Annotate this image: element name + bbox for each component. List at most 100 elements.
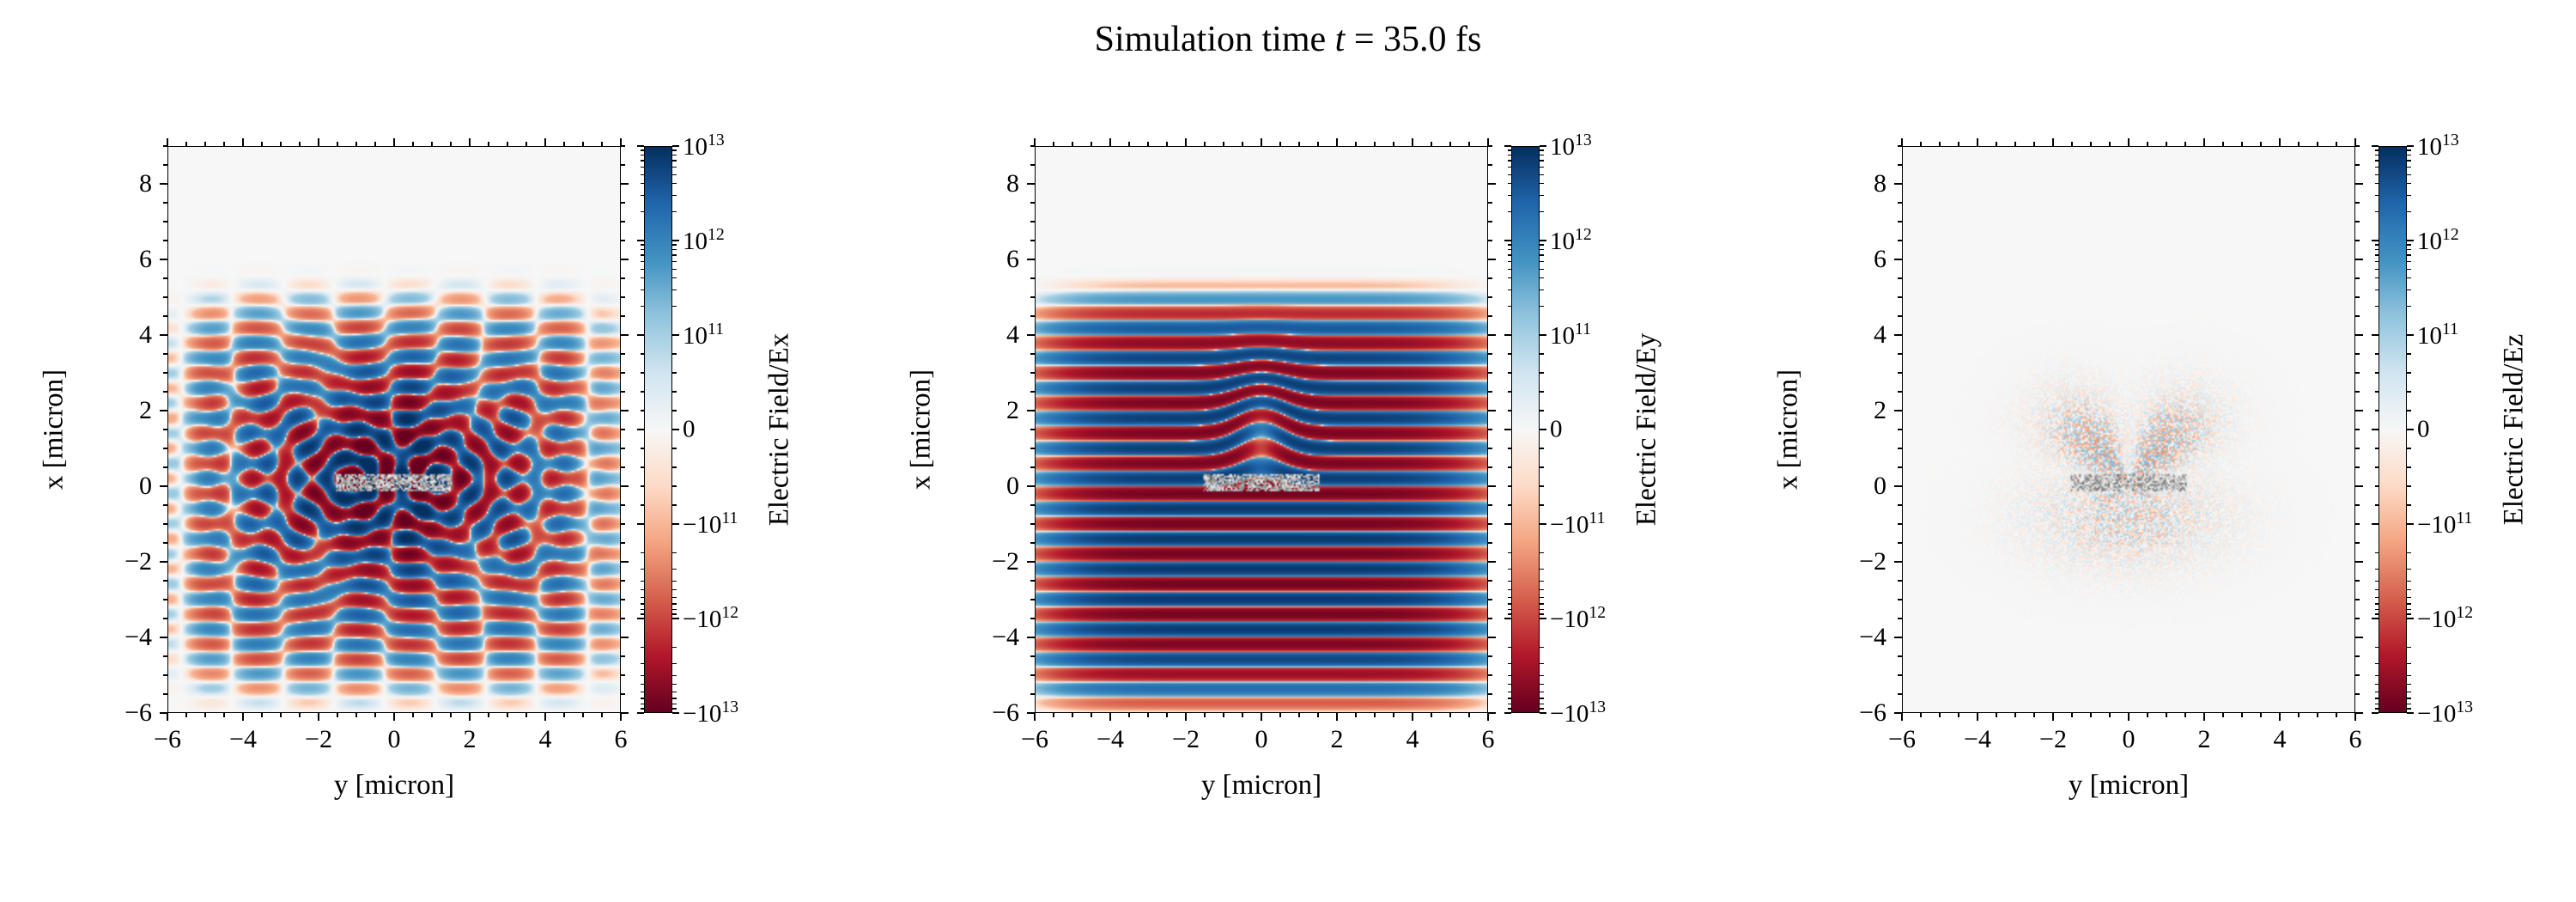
colorbar-minor-tick bbox=[2374, 613, 2379, 615]
colorbar-minor-tick bbox=[1507, 289, 1511, 291]
x-major-tick bbox=[242, 713, 244, 721]
colorbar-minor-tick bbox=[2374, 646, 2379, 648]
colorbar-major-tick bbox=[1540, 334, 1546, 336]
y-minor-tick bbox=[1898, 466, 1902, 468]
y-minor-tick bbox=[1030, 618, 1035, 619]
y-major-tick bbox=[1027, 259, 1035, 260]
x-minor-tick bbox=[582, 142, 584, 146]
y-minor-tick bbox=[621, 542, 625, 544]
colorbar-major-tick bbox=[637, 523, 644, 525]
colorbar-minor-tick bbox=[672, 603, 677, 605]
x-minor-tick bbox=[2109, 142, 2111, 146]
colorbar-major-tick bbox=[1504, 334, 1511, 336]
y-minor-tick bbox=[1488, 202, 1492, 204]
y-minor-tick bbox=[1030, 221, 1035, 222]
colorbar-major-tick bbox=[2372, 240, 2379, 241]
colorbar-minor-tick bbox=[672, 160, 677, 162]
y-minor-tick bbox=[1898, 429, 1902, 430]
y-minor-tick bbox=[163, 240, 167, 241]
x-minor-tick bbox=[2222, 713, 2224, 717]
x-major-tick bbox=[2052, 713, 2054, 721]
colorbar-major-tick bbox=[637, 618, 644, 619]
colorbar-minor-tick bbox=[640, 662, 644, 665]
y-minor-tick bbox=[1030, 296, 1035, 298]
y-major-tick bbox=[1894, 485, 1902, 487]
x-minor-tick bbox=[1393, 713, 1394, 717]
x-major-tick bbox=[1261, 713, 1262, 721]
x-axis-label: y [micron] bbox=[2068, 770, 2190, 801]
x-minor-tick bbox=[204, 142, 206, 146]
colorbar-minor-tick bbox=[1507, 466, 1511, 468]
colorbar-minor-tick bbox=[672, 504, 677, 506]
colorbar-minor-tick bbox=[672, 277, 677, 279]
y-tick-label: 4 bbox=[139, 320, 152, 349]
colorbar-minor-tick bbox=[1540, 613, 1544, 615]
x-major-tick bbox=[2354, 138, 2356, 146]
x-minor-tick bbox=[1468, 713, 1470, 717]
y-minor-tick bbox=[2355, 466, 2360, 468]
y-minor-tick bbox=[1898, 542, 1902, 544]
x-tick-label: −6 bbox=[1888, 725, 1916, 753]
colorbar-minor-tick bbox=[2374, 589, 2379, 591]
colorbar-minor-tick bbox=[640, 608, 644, 610]
x-minor-tick bbox=[488, 713, 489, 717]
y-major-tick bbox=[621, 637, 629, 638]
y-minor-tick bbox=[621, 523, 625, 525]
y-major-tick bbox=[2355, 334, 2363, 336]
y-minor-tick bbox=[1488, 145, 1492, 147]
y-major-tick bbox=[1027, 183, 1035, 185]
x-tick-label: −4 bbox=[229, 725, 257, 753]
y-major-tick bbox=[621, 712, 629, 714]
colorbar-tick-label: 1011 bbox=[2417, 320, 2458, 350]
colorbar-tick-label: −1012 bbox=[2417, 603, 2474, 633]
y-minor-tick bbox=[621, 202, 625, 204]
x-minor-tick bbox=[1355, 142, 1357, 146]
y-minor-tick bbox=[1488, 466, 1492, 468]
x-tick-label: 4 bbox=[538, 725, 552, 753]
y-minor-tick bbox=[1898, 240, 1902, 241]
colorbar-minor-tick bbox=[1540, 646, 1544, 648]
x-tick-label: 0 bbox=[1255, 725, 1268, 753]
colorbar-minor-tick bbox=[1507, 277, 1511, 279]
colorbar-minor-tick bbox=[1507, 254, 1511, 256]
y-minor-tick bbox=[163, 221, 167, 222]
y-minor-tick bbox=[1488, 504, 1492, 506]
y-minor-tick bbox=[1488, 580, 1492, 582]
x-major-tick bbox=[1261, 138, 1262, 146]
colorbar-minor-tick bbox=[672, 485, 677, 487]
colorbar-minor-tick bbox=[2407, 249, 2411, 251]
x-minor-tick bbox=[1920, 142, 1922, 146]
y-minor-tick bbox=[163, 296, 167, 298]
colorbar-minor-tick bbox=[1540, 306, 1544, 308]
x-minor-tick bbox=[1204, 713, 1206, 717]
y-major-tick bbox=[1027, 485, 1035, 487]
y-minor-tick bbox=[1898, 353, 1902, 355]
colorbar-minor-tick bbox=[672, 589, 677, 591]
y-major-tick bbox=[160, 637, 167, 638]
y-minor-tick bbox=[1898, 618, 1902, 619]
colorbar-minor-tick bbox=[2374, 568, 2379, 570]
x-major-tick bbox=[2354, 713, 2356, 721]
colorbar-minor-tick bbox=[2374, 603, 2379, 605]
y-minor-tick bbox=[1488, 372, 1492, 374]
x-minor-tick bbox=[185, 142, 187, 146]
y-minor-tick bbox=[1488, 391, 1492, 393]
colorbar-minor-tick bbox=[2407, 183, 2411, 185]
x-major-tick bbox=[1901, 713, 1903, 721]
colorbar-major-tick bbox=[2372, 429, 2379, 430]
x-minor-tick bbox=[1166, 713, 1168, 717]
x-minor-tick bbox=[2241, 142, 2243, 146]
colorbar-minor-tick bbox=[640, 289, 644, 291]
colorbar-minor-tick bbox=[1540, 410, 1544, 411]
y-minor-tick bbox=[2355, 655, 2360, 657]
colorbar-major-tick bbox=[2407, 145, 2414, 147]
y-major-tick bbox=[160, 334, 167, 336]
colorbar-minor-tick bbox=[2374, 580, 2379, 582]
y-minor-tick bbox=[1030, 523, 1035, 525]
colorbar-minor-tick bbox=[2374, 485, 2379, 487]
colorbar-minor-tick bbox=[672, 268, 677, 270]
x-major-tick bbox=[2052, 138, 2054, 146]
colorbar-minor-tick bbox=[1540, 194, 1544, 197]
y-minor-tick bbox=[1030, 655, 1035, 657]
colorbar-minor-tick bbox=[1540, 166, 1544, 168]
